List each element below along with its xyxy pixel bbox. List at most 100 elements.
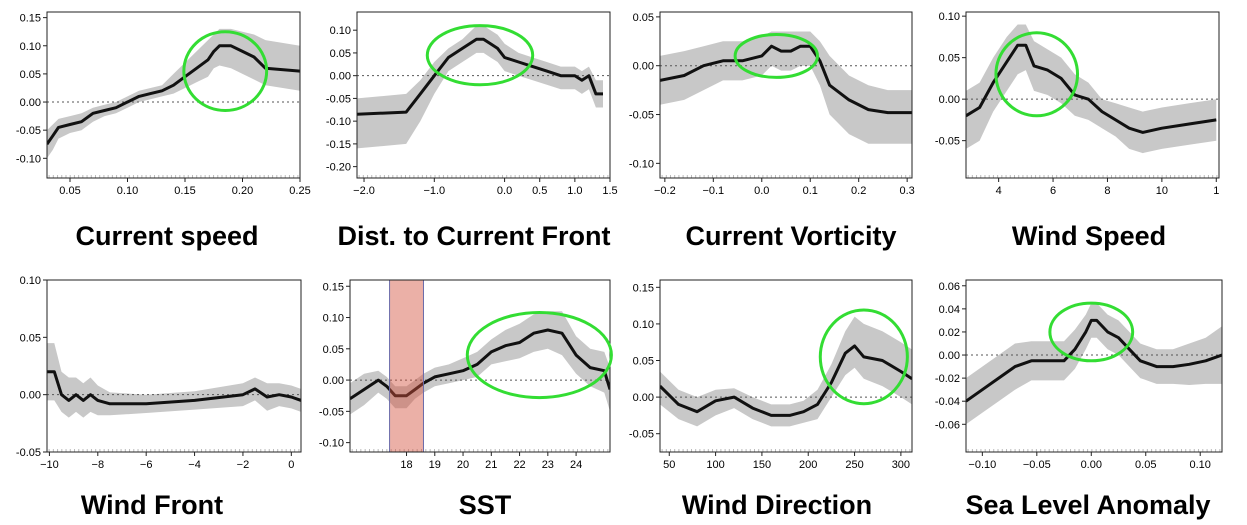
panel-caption: Current Vorticity (685, 221, 896, 251)
x-tick-label: 0.1 (803, 185, 818, 197)
panel-caption: SST (459, 490, 512, 520)
x-tick-label: 19 (429, 459, 441, 471)
y-tick-label: 0.05 (20, 332, 41, 344)
x-tick-label: −4 (188, 459, 201, 471)
plot-area (47, 280, 301, 452)
highlight-ellipse (425, 24, 535, 87)
series-line (47, 370, 301, 406)
x-tick-label: −0.2 (654, 185, 676, 197)
y-tick-label: 0.00 (633, 392, 654, 404)
x-tick-label: 200 (799, 459, 817, 471)
y-tick-label: 0.05 (20, 69, 41, 81)
x-tick-label: 0.05 (59, 185, 80, 197)
plot-frame (659, 11, 913, 179)
x-tick-label: −0.05 (1023, 459, 1051, 471)
highlight-ellipse (465, 311, 613, 400)
panel-caption: Wind Direction (682, 490, 872, 520)
panel-wind-speed: -0.05 0.00 0.05 0.10 4 6 8 10 1 Wind Speed (935, 11, 1220, 251)
highlight-region (389, 279, 424, 453)
x-tick-label: 0.15 (174, 185, 195, 197)
series-line (966, 318, 1222, 403)
y-tick-label: -0.05 (16, 125, 41, 137)
x-tick-label: 6 (1050, 185, 1056, 197)
confidence-band (47, 28, 300, 159)
x-tick-label: −2 (237, 459, 250, 471)
x-tick-label: −8 (92, 459, 105, 471)
y-tick-label: 0.10 (20, 41, 41, 53)
y-tick-label: -0.05 (326, 93, 351, 105)
highlight-ellipse (1048, 301, 1135, 363)
x-tick-label: −10 (40, 459, 59, 471)
panel-caption: Dist. to Current Front (338, 221, 611, 251)
x-tick-label: 24 (570, 459, 582, 471)
y-tick-label: 0.00 (633, 61, 654, 73)
y-tick-label: -0.05 (935, 136, 960, 148)
plot-frame (46, 11, 301, 179)
panel-dist-to-current-front: -0.20 -0.15 -0.10 -0.05 0.00 0.05 0.10 −2.0 −1.0… (326, 11, 618, 251)
y-tick-label: 0.00 (20, 97, 41, 109)
x-tick-label: 1.5 (602, 185, 617, 197)
x-tick-label: 50 (663, 459, 675, 471)
x-tick-label: 0.3 (900, 185, 915, 197)
highlight-ellipse (182, 30, 269, 112)
plot-frame (659, 279, 913, 453)
y-tick-label: 0.15 (323, 281, 344, 293)
y-tick-label: 0.00 (20, 390, 41, 402)
y-tick-label: -0.10 (16, 153, 41, 165)
y-tick-label: -0.04 (935, 396, 960, 408)
y-tick-label: -0.02 (935, 373, 960, 385)
panel-caption: Sea Level Anomaly (965, 490, 1210, 520)
y-tick-label: 0.00 (330, 71, 351, 83)
panel-caption: Current speed (75, 221, 258, 251)
x-tick-label: 0.00 (1081, 459, 1102, 471)
x-tick-label: 250 (845, 459, 863, 471)
x-tick-label: −0.10 (968, 459, 996, 471)
y-tick-label: 0.10 (20, 275, 41, 287)
series-line (47, 44, 300, 146)
x-tick-label: 0 (288, 459, 294, 471)
y-tick-label: 0.00 (323, 375, 344, 387)
x-tick-label: −1.0 (423, 185, 445, 197)
y-tick-label: 0.02 (939, 327, 960, 339)
panel-sst: -0.10 -0.05 0.00 0.05 0.10 0.15 18 19 20 21 22 23 24… (319, 279, 613, 520)
y-tick-label: -0.05 (629, 110, 654, 122)
y-tick-label: 0.05 (939, 53, 960, 65)
x-tick-label: 300 (892, 459, 910, 471)
x-tick-label: 21 (485, 459, 497, 471)
y-tick-label: 0.05 (323, 344, 344, 356)
y-tick-label: 0.05 (633, 356, 654, 368)
x-tick-label: 0.0 (497, 185, 512, 197)
x-tick-label: 8 (1104, 185, 1110, 197)
y-tick-label: 0.15 (633, 282, 654, 294)
plot-area (47, 12, 300, 178)
y-tick-label: -0.10 (326, 116, 351, 128)
highlight-ellipse (994, 31, 1080, 118)
x-tick-label: 0.10 (117, 185, 138, 197)
y-tick-label: -0.15 (326, 139, 351, 151)
panel-current-vorticity: -0.10 -0.05 0.00 0.05 −0.2 −0.1 0.0 0.1 0.2 0.3 Cu… (629, 11, 915, 251)
x-tick-label: 0.5 (532, 185, 547, 197)
plot-frame (356, 11, 611, 179)
x-tick-label: 1 (1213, 185, 1219, 197)
y-tick-label: -0.05 (16, 447, 41, 459)
x-tick-label: 0.2 (851, 185, 866, 197)
y-tick-label: -0.05 (319, 406, 344, 418)
y-tick-label: 0.15 (20, 13, 41, 25)
x-tick-label: 0.0 (754, 185, 769, 197)
panel-wind-front: -0.05 0.00 0.05 0.10 −10 −8 −6 −4 −2 0 Wind Front (16, 275, 302, 520)
panel-caption: Wind Speed (1012, 221, 1166, 251)
panel-caption: Wind Front (81, 490, 223, 520)
y-tick-label: 0.00 (939, 94, 960, 106)
x-tick-label: 0.25 (289, 185, 310, 197)
x-tick-label: 1.0 (567, 185, 582, 197)
confidence-band (966, 24, 1217, 154)
highlight-ellipse (733, 32, 819, 79)
x-tick-label: 20 (457, 459, 469, 471)
x-tick-label: 0.10 (1190, 459, 1211, 471)
y-tick-label: 0.04 (939, 304, 960, 316)
plot-frame (965, 279, 1223, 453)
x-tick-label: 0.20 (232, 185, 253, 197)
x-tick-label: 18 (400, 459, 412, 471)
y-tick-label: 0.10 (939, 11, 960, 23)
